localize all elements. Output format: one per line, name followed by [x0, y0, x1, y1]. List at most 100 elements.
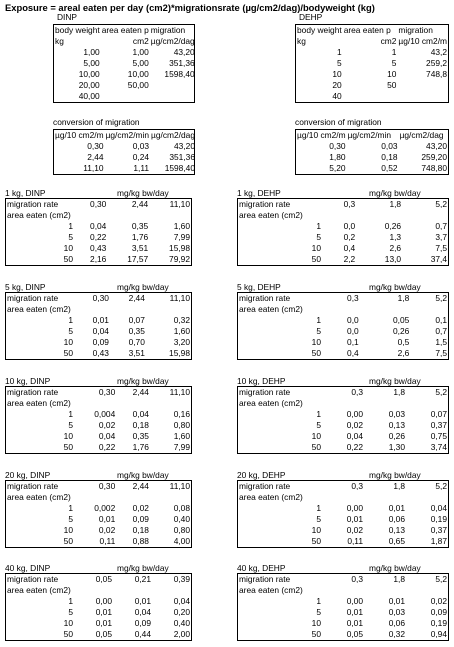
cell: 11,10	[83, 163, 104, 173]
block-unit: mg/kg bw/day	[117, 376, 169, 386]
block-unit: mg/kg bw/day	[369, 376, 421, 386]
cell: 50	[63, 254, 73, 264]
cell: 5	[68, 514, 73, 524]
cell: 0,30	[87, 141, 104, 151]
cell: 0,16	[173, 409, 190, 419]
cell: 0,09	[134, 618, 151, 628]
cell: 0,19	[430, 618, 447, 628]
cell: 0,00	[346, 409, 363, 419]
block-unit: mg/kg bw/day	[117, 282, 169, 292]
row-label: area eaten (cm2)	[7, 304, 71, 314]
cell: 1,8	[393, 481, 405, 491]
cell: 0,01	[92, 315, 109, 325]
table-row: 1 0,00 0,01 0,02	[238, 596, 448, 607]
cell: 5	[391, 58, 397, 68]
table-row: area eaten (cm2)	[6, 210, 191, 221]
cell: 15,98	[169, 243, 190, 253]
cell: 79,92	[169, 254, 190, 264]
cell: 5	[337, 58, 342, 68]
exposure-block-dinp: 1 kg, DINP mg/kg bw/day migration rate 0,30…	[5, 188, 192, 268]
cell: 1,80	[329, 152, 346, 162]
cell: 259,20	[421, 152, 447, 162]
cell: 2,44	[128, 293, 145, 303]
header-cell: µg/cm2/min	[347, 130, 392, 140]
cell: 0,05	[346, 629, 363, 639]
cell: 0,0	[347, 326, 359, 336]
cell: 5	[316, 514, 321, 524]
block-title: 5 kg, DINP	[5, 282, 46, 292]
cell: 1,11	[133, 163, 150, 173]
cell: 7,99	[173, 232, 190, 242]
cell: 0,22	[98, 442, 116, 452]
cell: 50	[311, 442, 321, 452]
table-row: 1 0,00 0,03 0,07	[238, 409, 448, 420]
block-table: migration rate 0,3 1,8 5,2 area eaten (cm2) 1…	[237, 480, 449, 548]
cell: 0,18	[381, 152, 398, 162]
cell: 748,80	[421, 163, 447, 173]
cell: 0,30	[98, 481, 116, 491]
cell: 0,65	[388, 536, 405, 546]
row-label: migration rate	[239, 293, 291, 303]
cell: 0,4	[343, 243, 356, 253]
cell: 50	[387, 80, 397, 90]
table-row: 1 0,0 0,05 0,1	[238, 315, 448, 326]
table-row: 50 0,05 0,44 2,00	[6, 629, 191, 640]
block-unit: mg/kg bw/day	[369, 563, 421, 573]
table-row: 5 0,0 0,26 0,7	[238, 326, 448, 337]
cell: 259,2	[426, 58, 447, 68]
table-row: 5,00 5,00 351,36	[54, 58, 196, 69]
block-title: 1 kg, DINP	[5, 188, 46, 198]
block-title: 10 kg, DEHP	[237, 376, 286, 386]
cell: 2,00	[173, 629, 190, 639]
row-label: migration rate	[7, 574, 59, 584]
cell: 5	[68, 232, 73, 242]
row-label: area eaten (cm2)	[239, 398, 303, 408]
row-label: area eaten (cm2)	[239, 304, 303, 314]
cell: 10	[311, 525, 321, 535]
row-label: migration rate	[239, 387, 291, 397]
block-title: 1 kg, DEHP	[237, 188, 281, 198]
cell: 0,06	[388, 618, 405, 628]
cell: 0,11	[99, 536, 116, 546]
cell: 0,08	[173, 503, 190, 513]
block-unit: mg/kg bw/day	[117, 470, 169, 480]
header-cell: body weight	[297, 25, 342, 35]
table-row: 5 0,2 1,3 3,7	[238, 232, 448, 243]
cell: 0,5	[397, 337, 410, 347]
table-row: 50 0,05 0,32 0,94	[238, 629, 448, 640]
cell: 0,01	[134, 596, 151, 606]
header-cell: migration	[398, 25, 433, 35]
table-row: migration rate 0,30 2,44 11,10	[6, 481, 191, 492]
block-title: 20 kg, DEHP	[237, 470, 286, 480]
table-row: 5 0,01 0,09 0,40	[6, 514, 191, 525]
cell: 5	[68, 326, 73, 336]
cell: 0,02	[98, 420, 116, 430]
cell: 0,04	[173, 596, 190, 606]
cell: 0,35	[131, 221, 149, 231]
cell: 0,40	[173, 514, 190, 524]
cell: 0,3	[351, 387, 363, 397]
cell	[150, 91, 196, 102]
cell: 0,26	[384, 221, 402, 231]
cell: 0,004	[94, 409, 116, 419]
cell: 11,10	[169, 387, 190, 397]
cell: 0,04	[90, 221, 107, 231]
base-dehp-name: DEHP	[299, 12, 323, 22]
cell: 10	[387, 69, 397, 79]
table-row: area eaten (cm2)	[6, 585, 191, 596]
cell: 50	[311, 348, 321, 358]
cell: 3,74	[430, 442, 447, 452]
table-row: area eaten (cm2)	[238, 492, 448, 503]
row-label: area eaten (cm2)	[239, 210, 303, 220]
cell: 1	[316, 503, 321, 513]
table-row: area eaten (cm2)	[238, 585, 448, 596]
table-row: migration rate 0,3 1,8 5,2	[238, 481, 448, 492]
cell: 3,51	[131, 243, 149, 253]
cell: 11,10	[169, 199, 190, 209]
table-row: migration rate 0,30 2,44 11,10	[6, 199, 191, 210]
cell: 0,04	[92, 326, 109, 336]
cell: 1,76	[131, 232, 149, 242]
table-row: 50 0,22 1,76 7,99	[6, 442, 191, 453]
cell: 11,10	[169, 293, 190, 303]
cell: 5	[68, 607, 73, 617]
